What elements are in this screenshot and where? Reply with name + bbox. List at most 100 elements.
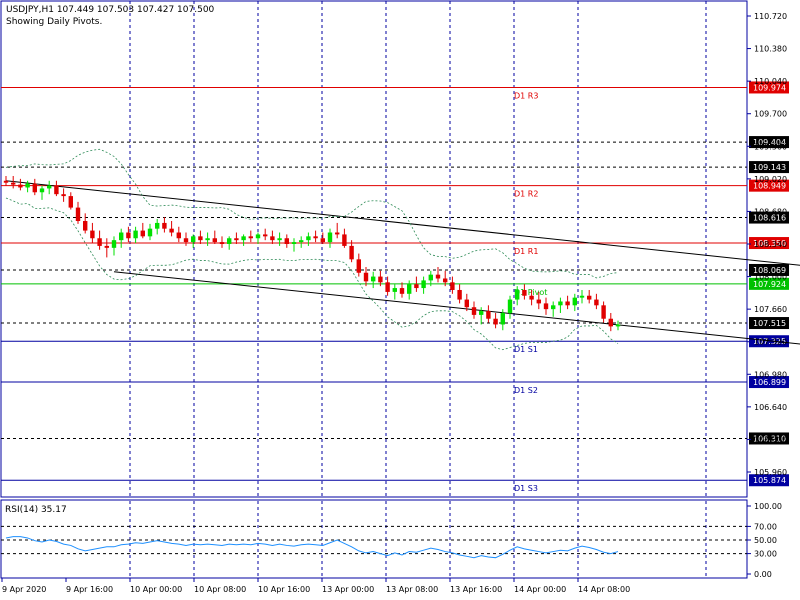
candle [349,240,354,263]
pivot-price-tag [749,277,789,290]
pivot-price: 106.899 [753,378,786,387]
candle [234,232,239,244]
candle [18,178,23,191]
candle [572,293,577,312]
candle [543,297,549,315]
candle [313,230,318,243]
candle [320,232,325,244]
candle [407,280,412,300]
candle [133,226,138,244]
candle [39,185,45,200]
dashed-price-levels: 109.404 109.143 108.616 108.069 107.515 106.3… [1,136,789,445]
candle [183,232,189,246]
upper-band [5,148,619,279]
candle [255,232,261,244]
candle [594,293,599,310]
candle [270,230,275,244]
candle [263,228,268,241]
candle [428,270,433,287]
rsi-tick-label: 50.00 [754,536,777,545]
candle [335,222,340,239]
pivot-price-tag [749,81,789,94]
candle [119,228,124,248]
vertical-gridlines [129,1,707,577]
rsi-tick-label: 30.00 [754,550,777,559]
price-tick-label: 109.020 [754,175,787,184]
pivot-price-tag [749,237,789,250]
price-tick-label: 106.640 [754,403,787,412]
pivot-price: 108.949 [753,182,786,191]
candle [104,238,109,258]
dashed-level-price: 107.515 [753,319,786,328]
candle [587,289,592,304]
candle [54,180,59,197]
candle [579,289,585,304]
candle [450,276,455,294]
candle [551,301,556,317]
pivot-price: 107.924 [753,280,786,289]
dashed-level-price: 108.069 [753,266,786,275]
channel-line [5,180,800,266]
price-tick-label: 107.320 [754,338,787,347]
pivot-price-tag [749,376,789,389]
candle [507,295,513,319]
candle [385,276,390,296]
dashed-level-price: 108.616 [753,214,786,223]
candle [558,297,563,313]
candle [205,232,210,246]
candle [342,228,347,248]
candlestick-series [3,175,621,332]
dashed-level-tag [749,211,789,224]
rsi-label: RSI(14) 35.17 [5,505,67,515]
pivot-price-tag [749,179,789,192]
candle [126,226,131,243]
candle [536,291,541,310]
rsi-axis: 100.00 70.00 50.00 30.00 0.00 [747,502,782,579]
candle [306,232,311,246]
pivot-price: 109.974 [753,83,786,92]
pivot-label: D1 R2 [514,190,538,199]
candle [169,221,174,237]
time-tick-label: 13 Apr 08:00 [386,585,438,594]
time-tick-label: 9 Apr 2020 [2,585,46,594]
candle [601,301,606,323]
candle [378,270,383,287]
lower-band [5,197,619,351]
candle [392,284,397,300]
main-chart-frame [0,0,748,498]
candle [471,301,477,319]
pivot-label: D1 R3 [514,91,538,100]
dashed-level-tag [749,263,789,276]
pivot-subtitle: Showing Daily Pivots. [6,17,102,27]
dashed-level-tag [749,317,789,330]
pivot-price: 108.350 [753,239,786,248]
time-tick-label: 13 Apr 16:00 [450,585,502,594]
candle [11,175,16,189]
dashed-level-price: 106.310 [753,434,786,443]
price-tick-label: 106.980 [754,370,787,379]
candle [61,188,66,202]
candle [25,180,30,193]
candle [529,289,534,306]
dashed-level-price: 109.404 [753,138,786,147]
price-tick-label: 107.660 [754,305,787,314]
candle [486,305,491,323]
candle [327,228,333,248]
candle [356,253,361,277]
time-tick-label: 9 Apr 16:00 [66,585,113,594]
candle [500,309,505,331]
candle [443,270,448,287]
candle [3,175,9,186]
dashed-level-tag [749,136,789,149]
candle [140,222,145,239]
price-axis: 110.720 110.380 110.040 109.700 109.360 109.0… [747,12,787,477]
pivot-price: 107.325 [753,337,786,346]
pivot-label: D1 R1 [514,247,538,256]
dashed-level-tag [749,161,789,174]
dashed-level-tag [749,432,789,445]
candle [515,286,520,306]
pivot-levels: D1 R3 109.974 D1 R2 108.949 D1 R1 108.350 D1 P… [1,81,789,493]
candle [176,226,181,243]
price-tick-label: 105.960 [754,468,787,477]
